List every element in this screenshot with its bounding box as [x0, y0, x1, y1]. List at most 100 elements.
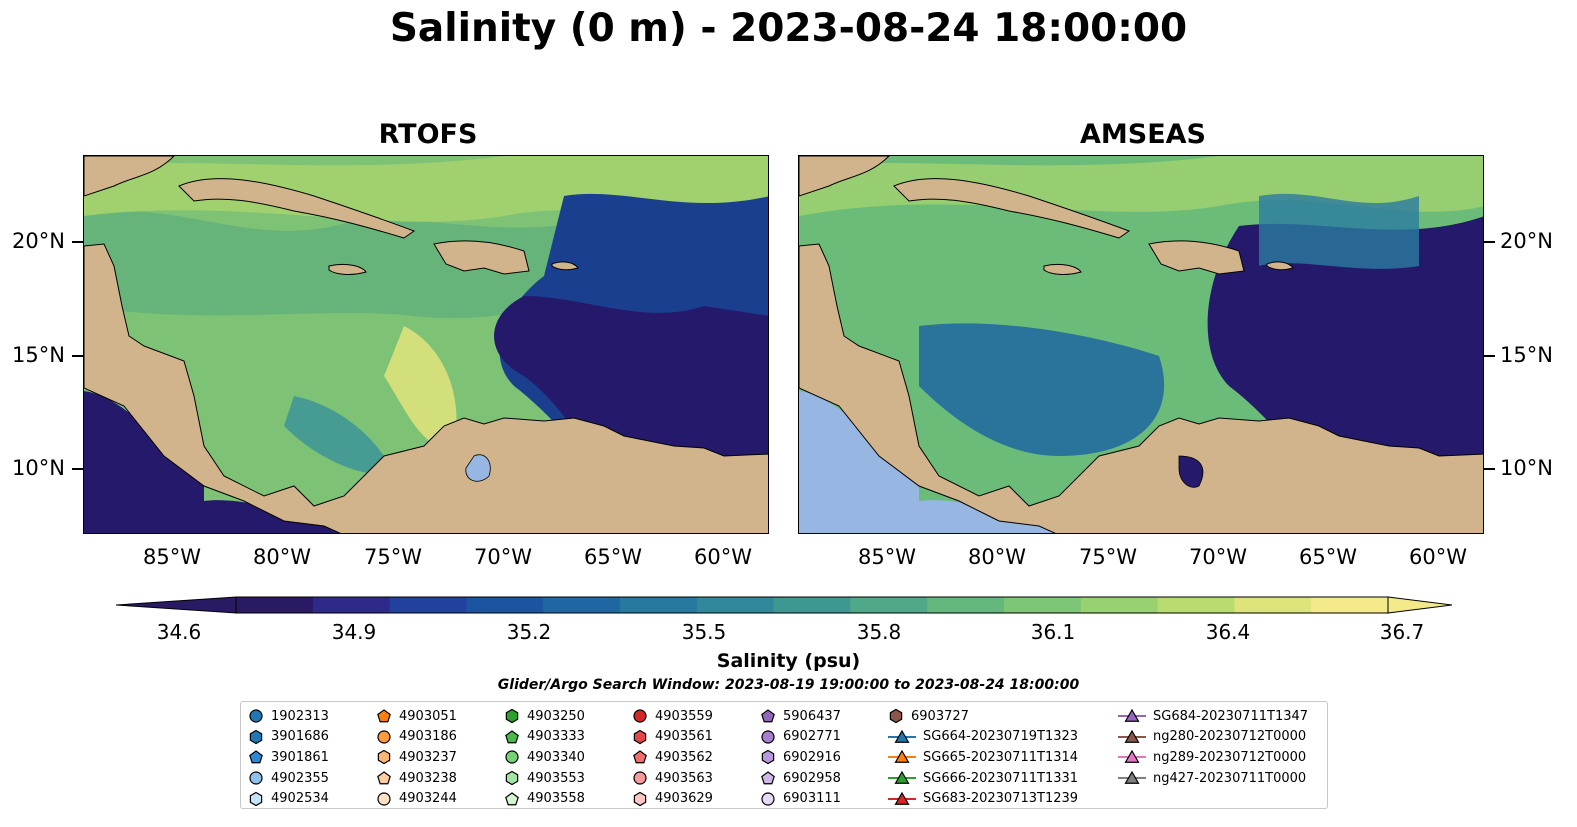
legend-item: 4903186 — [375, 727, 457, 748]
pentagon-marker-icon — [505, 730, 519, 744]
map-rtofs-canvas — [84, 156, 768, 533]
lat-tick-label: 15°N — [1500, 343, 1553, 367]
lon-tick-label: 65°W — [584, 545, 642, 569]
hexagon-marker-icon — [889, 709, 903, 724]
legend-item-label: ng427-20230711T0000 — [1153, 770, 1307, 786]
colorbar-segments — [235, 596, 1389, 614]
legend-item-label: 1902313 — [271, 708, 329, 724]
colorbar-segment — [1080, 597, 1159, 613]
legend-column: 4903250 4903333 4903340 4903553 4903558 — [503, 706, 585, 809]
lon-tick-label: 65°W — [1299, 545, 1357, 569]
colorbar-segment — [1311, 597, 1389, 613]
lon-tick-label: 85°W — [143, 545, 201, 569]
lon-tick-label: 80°W — [968, 545, 1026, 569]
colorbar-tick-label: 35.5 — [681, 620, 727, 644]
ocean-pacific-south — [919, 500, 1058, 533]
map-panel-rtofs[interactable] — [83, 155, 769, 534]
legend-item: 6903727 — [887, 706, 1078, 727]
colorbar-segment — [312, 597, 391, 613]
legend-item-label: 4902355 — [271, 770, 329, 786]
circle-marker-icon — [505, 750, 519, 765]
map-panel-amseas[interactable] — [798, 155, 1484, 534]
colorbar-segment — [1234, 597, 1312, 613]
axis-tick-mark — [72, 241, 83, 243]
circle-marker-icon — [377, 792, 391, 806]
legend-item: ng289-20230712T0000 — [1117, 747, 1308, 768]
hexagon-marker-icon — [377, 750, 391, 765]
triangle-marker-icon — [888, 729, 916, 743]
legend-item: 4903553 — [503, 768, 585, 789]
legend-item-label: 6902916 — [783, 749, 841, 765]
pentagon-marker-icon — [377, 709, 391, 723]
colorbar-segment — [466, 597, 544, 613]
legend-item-label: ng289-20230712T0000 — [1153, 749, 1307, 765]
hexagon-marker-icon — [249, 791, 263, 806]
colorbar-segment — [773, 597, 851, 613]
legend-item-label: 4903562 — [655, 749, 713, 765]
legend-item: 4903244 — [375, 788, 457, 809]
colorbar-extend-min — [116, 596, 237, 614]
ocean-pacific-west — [799, 391, 919, 533]
legend-item-label: 4903563 — [655, 770, 713, 786]
land-cuba — [893, 178, 1131, 239]
land-central-south-america — [84, 243, 768, 533]
triangle-marker-icon — [1118, 750, 1146, 764]
circle-marker-icon — [761, 730, 775, 744]
legend-item: 6902771 — [759, 727, 841, 748]
legend-item-label: SG665-20230711T1314 — [923, 749, 1079, 765]
legend-item-label: SG683-20230713T1239 — [923, 791, 1079, 807]
legend-item-label: ng280-20230712T0000 — [1153, 729, 1307, 745]
legend-column: 6903727 SG664-20230719T1323 SG665-20230711… — [887, 706, 1078, 809]
land-puerto-rico — [551, 261, 579, 271]
colorbar-title: Salinity (psu) — [716, 650, 861, 672]
pentagon-marker-icon — [505, 791, 519, 806]
legend-item-label: SG684-20230711T1347 — [1153, 708, 1309, 724]
pentagon-marker-icon — [761, 771, 775, 785]
colorbar-segment — [389, 597, 467, 613]
lon-tick-label: 85°W — [858, 545, 916, 569]
land-cuba — [178, 178, 416, 239]
triangle-marker-icon — [1118, 729, 1146, 743]
colorbar-extend-max — [1387, 596, 1452, 614]
land-hispaniola — [433, 240, 530, 275]
legend-item-label: 4902534 — [271, 791, 329, 807]
lon-tick-label: 70°W — [1189, 545, 1247, 569]
colorbar-tick-label: 34.6 — [156, 620, 202, 644]
legend-item-label: 4903237 — [399, 749, 457, 765]
colorbar-tick-label: 36.7 — [1379, 620, 1425, 644]
legend-column: 1902313 3901686 3901861 4902355 4902534 — [247, 706, 329, 809]
hexagon-marker-icon — [249, 729, 263, 745]
lat-tick-label: 10°N — [1500, 456, 1553, 480]
lon-tick-label: 60°W — [1409, 545, 1467, 569]
circle-marker-icon — [633, 709, 647, 723]
colorbar-tick-label: 36.4 — [1205, 620, 1251, 644]
ocean-pacific-south — [204, 500, 343, 533]
hexagon-marker-icon — [505, 709, 519, 724]
legend-item-label: 4903629 — [655, 791, 713, 807]
panel-title-rtofs: RTOFS — [378, 119, 478, 150]
triangle-marker-icon — [888, 791, 916, 805]
lake-maracaibo — [465, 454, 491, 482]
colorbar-tick-label: 36.1 — [1030, 620, 1076, 644]
legend-item-label: 4903051 — [399, 708, 457, 724]
triangle-marker-icon — [888, 750, 916, 764]
legend-item: SG683-20230713T1239 — [887, 788, 1078, 809]
colorbar-segment — [696, 597, 775, 613]
lon-tick-label: 80°W — [253, 545, 311, 569]
legend-column: 5906437 6902771 6902916 6902958 6903111 — [759, 706, 841, 809]
axis-tick-mark — [72, 468, 83, 470]
circle-marker-icon — [249, 709, 263, 723]
legend-item-label: 4903340 — [527, 749, 585, 765]
legend-item: 4903340 — [503, 747, 585, 768]
legend-item: 4903558 — [503, 788, 585, 809]
ocean-pacific-west — [84, 391, 204, 533]
legend-item: 3901686 — [247, 727, 329, 748]
colorbar-tick-label: 34.9 — [331, 620, 377, 644]
colorbar-tick-label: 35.2 — [506, 620, 552, 644]
legend-item: ng427-20230711T0000 — [1117, 768, 1308, 789]
legend-item: 4903563 — [631, 768, 713, 789]
lat-tick-label: 15°N — [12, 343, 65, 367]
lake-maracaibo — [1178, 455, 1204, 488]
circle-marker-icon — [249, 771, 263, 785]
legend-item: 4903237 — [375, 747, 457, 768]
